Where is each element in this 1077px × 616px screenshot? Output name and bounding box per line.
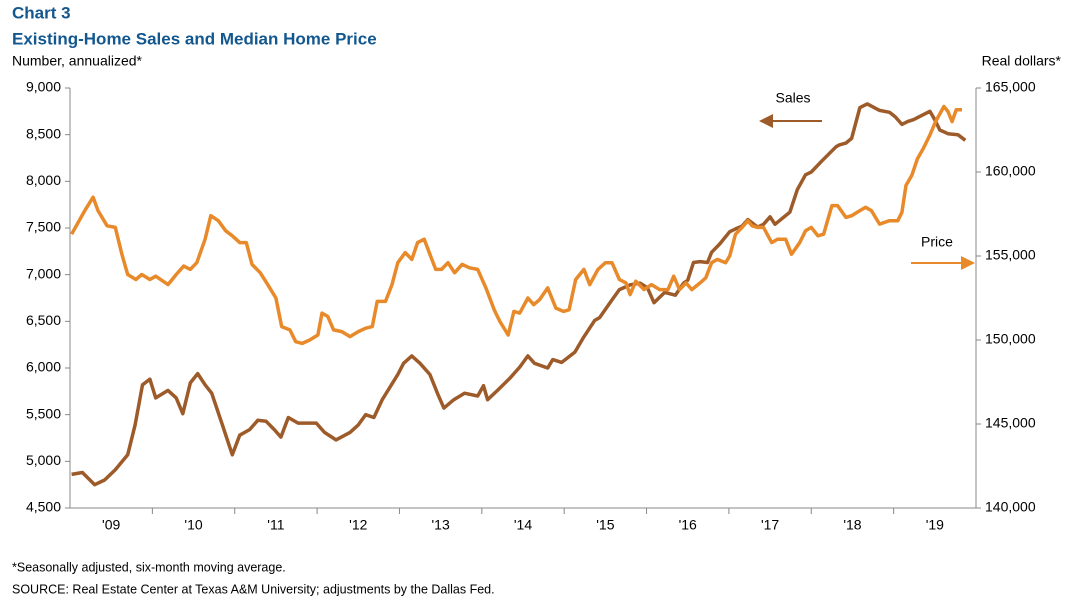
y2-tick-label: 155,000 [985, 247, 1036, 263]
y-tick-label: 7,500 [26, 219, 61, 235]
x-tick-label: '19 [926, 517, 944, 533]
y-tick-label: 6,000 [26, 359, 61, 375]
y-tick-label: 9,000 [26, 79, 61, 95]
y2-tick-label: 165,000 [985, 79, 1036, 95]
y2-tick-label: 160,000 [985, 163, 1036, 179]
y-tick-label: 5,000 [26, 452, 61, 468]
chart-title: Chart 3 [12, 3, 71, 22]
x-tick-label: '15 [596, 517, 614, 533]
y-tick-label: 7,000 [26, 265, 61, 281]
annotation: Price [921, 234, 953, 250]
y2-tick-label: 150,000 [985, 331, 1036, 347]
y-axis-label: Number, annualized* [12, 53, 143, 69]
y-tick-label: 5,500 [26, 405, 61, 421]
x-tick-label: '18 [843, 517, 861, 533]
x-tick-label: '12 [349, 517, 367, 533]
annotation: Sales [775, 90, 810, 106]
x-tick-label: '16 [679, 517, 697, 533]
line-sales [71, 102, 967, 487]
x-tick-label: '14 [514, 517, 532, 533]
y2-axis-label: Real dollars* [982, 53, 1062, 69]
line-price [70, 104, 962, 346]
y-tick-label: 8,500 [26, 125, 61, 141]
source-note: SOURCE: Real Estate Center at Texas A&M … [12, 582, 495, 596]
x-tick-label: '13 [432, 517, 450, 533]
x-tick-label: '11 [267, 517, 284, 533]
chart-subtitle: Existing-Home Sales and Median Home Pric… [12, 29, 377, 48]
y-tick-label: 4,500 [26, 499, 61, 515]
y-tick-label: 8,000 [26, 172, 61, 188]
footnote: *Seasonally adjusted, six-month moving a… [12, 560, 286, 574]
y2-tick-label: 145,000 [985, 415, 1036, 431]
y-tick-label: 6,500 [26, 312, 61, 328]
x-tick-label: '10 [184, 517, 202, 533]
y2-tick-label: 140,000 [985, 499, 1036, 515]
x-tick-label: '17 [761, 517, 779, 533]
x-tick-label: '09 [102, 517, 120, 533]
